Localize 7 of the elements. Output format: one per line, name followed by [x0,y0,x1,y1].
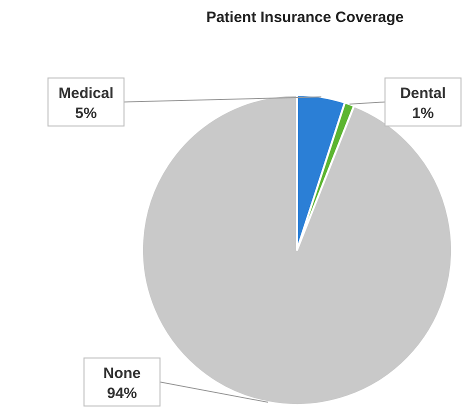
data-label: 1% [412,105,434,122]
chart-title: Patient Insurance Coverage [206,9,404,26]
data-label: 5% [75,105,97,122]
slice-label: Dental [400,85,446,102]
data-label: 94% [106,385,138,402]
slice-label: None [103,365,141,382]
slice-label: Medical [58,85,114,102]
